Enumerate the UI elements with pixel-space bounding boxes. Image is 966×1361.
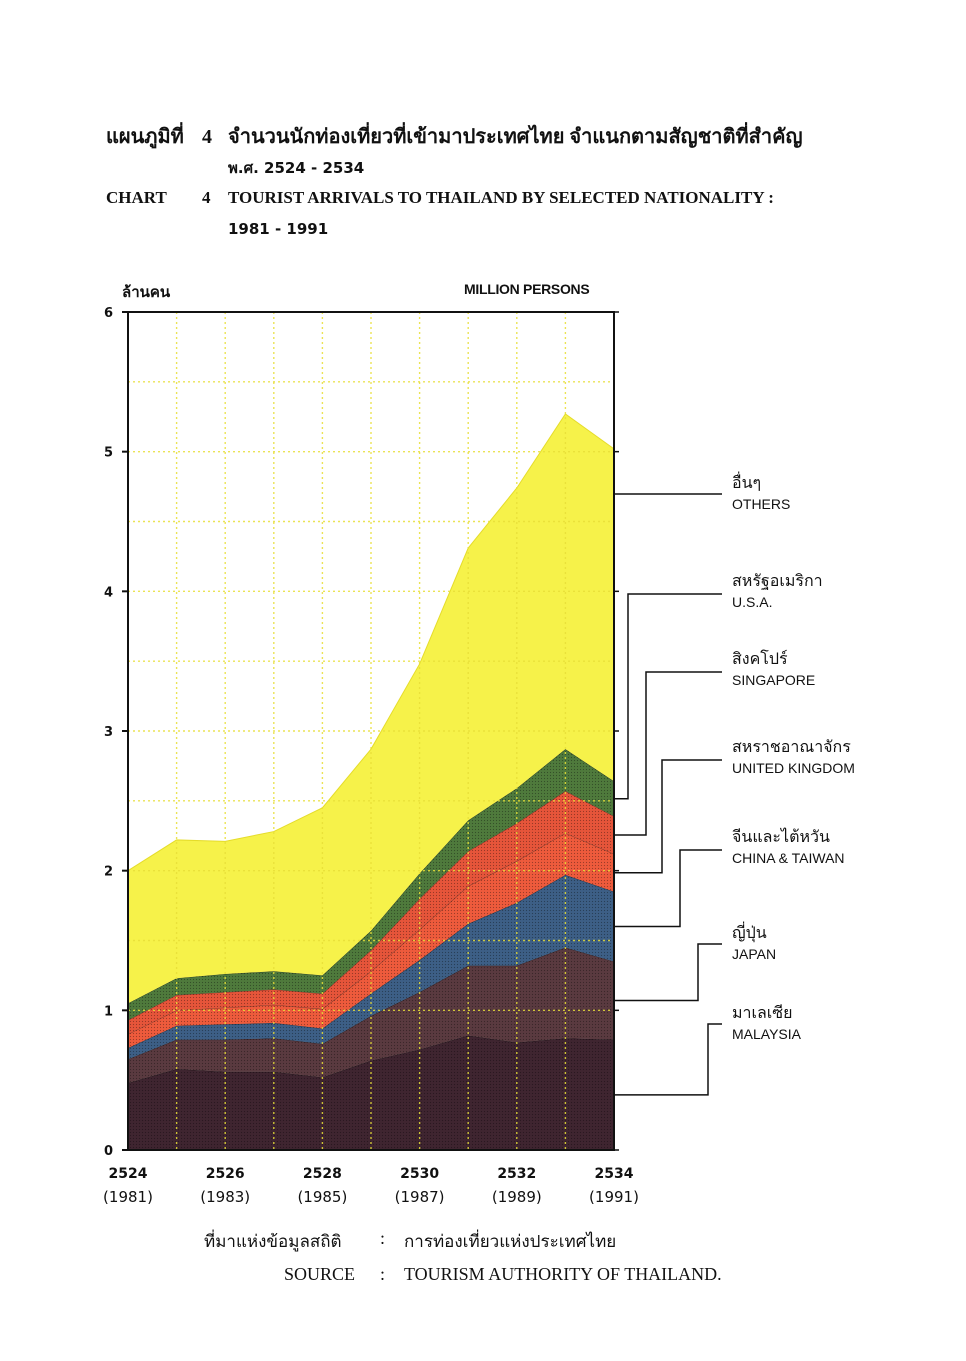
leader-line xyxy=(614,849,722,928)
source-separator: : xyxy=(380,1228,386,1248)
english-title: CHART 4 TOURIST ARRIVALS TO THAILAND BY SE… xyxy=(106,188,774,208)
legend-label-thai: อื่นๆ xyxy=(732,473,762,492)
x-tick-label-be: 2526 xyxy=(206,1166,245,1182)
source-value-thai: การท่องเที่ยวแห่งประเทศไทย xyxy=(404,1232,617,1252)
english-title-label: CHART xyxy=(106,188,167,207)
area-others xyxy=(128,413,614,1004)
legend-china-taiwan: จีนและไต้หวัน CHINA & TAIWAN xyxy=(732,826,845,868)
y-tick-label: 3 xyxy=(104,725,113,740)
legend-united-kingdom: สหราชอาณาจักร UNITED KINGDOM xyxy=(732,736,855,778)
leader-line xyxy=(614,1023,722,1096)
leader-line xyxy=(614,759,722,874)
legend-others: อื่นๆ OTHERS xyxy=(732,472,790,514)
area-china-taiwan-texture xyxy=(128,874,614,1060)
english-title-text: TOURIST ARRIVALS TO THAILAND BY SELECTED… xyxy=(228,188,774,207)
source-separator: : xyxy=(380,1264,386,1284)
x-tick-label-be: 2534 xyxy=(595,1166,634,1182)
legend-label-english: CHINA & TAIWAN xyxy=(732,850,845,866)
x-tick-label-be: 2532 xyxy=(497,1166,536,1182)
y-tick-label: 5 xyxy=(104,446,113,461)
legend-label-thai: สหรัฐอเมริกา xyxy=(732,571,823,590)
x-tick-label-ce: (1991) xyxy=(589,1188,639,1206)
x-tick-label-be: 2528 xyxy=(303,1166,342,1182)
y-tick-label: 6 xyxy=(104,306,113,321)
area-united-kingdom-texture xyxy=(128,832,614,1049)
area-layers xyxy=(127,413,615,1150)
y-axis: 0 1 2 3 4 5 6 xyxy=(104,306,619,1159)
x-tick-label-ce: (1989) xyxy=(492,1188,542,1206)
area-u-s-a-texture xyxy=(128,749,614,1021)
x-tick-label-ce: (1981) xyxy=(103,1188,153,1206)
y-tick-label: 2 xyxy=(104,865,113,880)
legend-label-english: SINGAPORE xyxy=(732,672,816,688)
x-tick-label-ce: (1985) xyxy=(297,1188,347,1206)
legend-label-english: OTHERS xyxy=(732,496,791,512)
english-title-period: 1981 - 1991 xyxy=(228,220,329,238)
y-tick-label: 0 xyxy=(104,1144,113,1159)
thai-title-number: 4 xyxy=(202,126,212,148)
area-japan-texture xyxy=(128,947,614,1083)
area-others-edge xyxy=(127,413,615,872)
y-tick-label: 1 xyxy=(104,1004,113,1019)
legend-leader-lines xyxy=(613,493,722,1096)
legend-label-english: JAPAN xyxy=(732,946,777,962)
legend-japan: ญี่ปุ่น JAPAN xyxy=(732,922,776,964)
legend-label-english: U.S.A. xyxy=(732,594,773,610)
x-tick-label-be: 2530 xyxy=(400,1166,439,1182)
legend-usa: สหรัฐอเมริกา U.S.A. xyxy=(732,570,823,612)
legend-label-english: UNITED KINGDOM xyxy=(732,760,855,776)
leader-line xyxy=(614,671,722,836)
x-tick-label-be: 2524 xyxy=(109,1166,148,1182)
legend-singapore: สิงคโปร์ SINGAPORE xyxy=(732,648,815,690)
legend-label-thai: ญี่ปุ่น xyxy=(732,923,767,942)
legend-malaysia: มาเลเซีย MALAYSIA xyxy=(732,1002,801,1044)
x-tick-label-ce: (1983) xyxy=(200,1188,250,1206)
leader-line xyxy=(613,493,722,616)
legend-label-thai: สิงคโปร์ xyxy=(732,649,788,668)
y-tick-label: 4 xyxy=(104,585,113,600)
source-label-english: SOURCE xyxy=(284,1264,356,1284)
y-unit-thai: ล้านคน xyxy=(122,283,171,301)
legend-label-thai: มาเลเซีย xyxy=(732,1003,793,1022)
english-title-number: 4 xyxy=(202,188,211,207)
thai-title-text: จำนวนนักท่องเที่ยวที่เข้ามาประเทศไทย จำแ… xyxy=(228,126,803,148)
legend-label-thai: สหราชอาณาจักร xyxy=(732,737,851,756)
thai-title-period: พ.ศ. 2524 - 2534 xyxy=(228,159,365,177)
x-tick-label-ce: (1987) xyxy=(395,1188,445,1206)
thai-title-label: แผนภูมิที่ xyxy=(106,126,184,148)
y-unit-english: MILLION PERSONS xyxy=(464,281,590,297)
leader-line xyxy=(614,593,722,800)
grid-lines xyxy=(128,312,615,1150)
thai-title: แผนภูมิที่ 4 จำนวนนักท่องเที่ยวที่เข้ามาปร… xyxy=(106,120,803,152)
area-singapore-texture xyxy=(128,791,614,1035)
area-singapore-edge xyxy=(127,790,615,1021)
legend-label-thai: จีนและไต้หวัน xyxy=(732,827,830,846)
source-value-english: TOURISM AUTHORITY OF THAILAND. xyxy=(404,1264,722,1284)
leader-line xyxy=(614,943,722,1002)
source-label-thai: ที่มาแห่งข้อมูลสถิติ xyxy=(204,1232,342,1252)
legend-label-english: MALAYSIA xyxy=(732,1026,801,1042)
x-axis: 2524 (1981) 2526 (1983) 2528 (1985) 2530 (1987)… xyxy=(103,1166,639,1206)
